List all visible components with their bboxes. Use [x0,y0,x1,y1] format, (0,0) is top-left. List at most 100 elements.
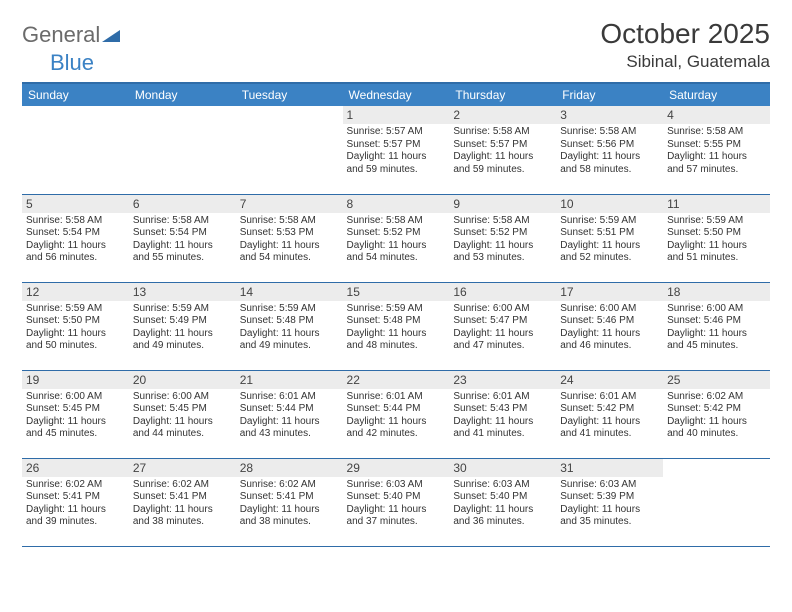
sunrise-label: Sunrise: 5:58 AM [667,126,766,139]
day-number [663,459,770,477]
daylight-label: Daylight: 11 hours and 53 minutes. [453,240,552,265]
weekday-header: Sunday [22,83,129,106]
calendar-body: 1Sunrise: 5:57 AMSunset: 5:57 PMDaylight… [22,106,770,546]
sunset-label: Sunset: 5:54 PM [26,227,125,240]
day-number: 15 [343,283,450,301]
calendar-cell: 15Sunrise: 5:59 AMSunset: 5:48 PMDayligh… [343,282,450,370]
brand-logo: General Blue [22,22,120,76]
sunrise-label: Sunrise: 5:57 AM [347,126,446,139]
day-number: 26 [22,459,129,477]
sunrise-label: Sunrise: 6:01 AM [347,391,446,404]
weekday-header: Saturday [663,83,770,106]
daylight-label: Daylight: 11 hours and 52 minutes. [560,240,659,265]
daylight-label: Daylight: 11 hours and 50 minutes. [26,328,125,353]
calendar-cell: 29Sunrise: 6:03 AMSunset: 5:40 PMDayligh… [343,458,450,546]
calendar-cell: 22Sunrise: 6:01 AMSunset: 5:44 PMDayligh… [343,370,450,458]
cell-body: Sunrise: 5:58 AMSunset: 5:55 PMDaylight:… [667,126,766,176]
daylight-label: Daylight: 11 hours and 57 minutes. [667,151,766,176]
cell-body: Sunrise: 5:58 AMSunset: 5:54 PMDaylight:… [26,215,125,265]
sunset-label: Sunset: 5:46 PM [667,315,766,328]
daylight-label: Daylight: 11 hours and 39 minutes. [26,504,125,529]
day-number: 2 [449,106,556,124]
sunset-label: Sunset: 5:52 PM [347,227,446,240]
daylight-label: Daylight: 11 hours and 43 minutes. [240,416,339,441]
cell-body: Sunrise: 5:59 AMSunset: 5:50 PMDaylight:… [26,303,125,353]
calendar-cell: 25Sunrise: 6:02 AMSunset: 5:42 PMDayligh… [663,370,770,458]
sunrise-label: Sunrise: 5:58 AM [26,215,125,228]
cell-body: Sunrise: 6:01 AMSunset: 5:42 PMDaylight:… [560,391,659,441]
day-number: 9 [449,195,556,213]
daylight-label: Daylight: 11 hours and 44 minutes. [133,416,232,441]
cell-body: Sunrise: 6:02 AMSunset: 5:41 PMDaylight:… [26,479,125,529]
daylight-label: Daylight: 11 hours and 37 minutes. [347,504,446,529]
calendar-cell: 9Sunrise: 5:58 AMSunset: 5:52 PMDaylight… [449,194,556,282]
calendar-week-row: 1Sunrise: 5:57 AMSunset: 5:57 PMDaylight… [22,106,770,194]
calendar-head: SundayMondayTuesdayWednesdayThursdayFrid… [22,83,770,106]
calendar-page: General Blue October 2025 Sibinal, Guate… [0,0,792,557]
sunrise-label: Sunrise: 5:58 AM [133,215,232,228]
sunset-label: Sunset: 5:50 PM [667,227,766,240]
sunset-label: Sunset: 5:51 PM [560,227,659,240]
daylight-label: Daylight: 11 hours and 47 minutes. [453,328,552,353]
calendar-cell: 31Sunrise: 6:03 AMSunset: 5:39 PMDayligh… [556,458,663,546]
daylight-label: Daylight: 11 hours and 46 minutes. [560,328,659,353]
sunset-label: Sunset: 5:49 PM [133,315,232,328]
calendar-cell: 4Sunrise: 5:58 AMSunset: 5:55 PMDaylight… [663,106,770,194]
calendar-cell: 2Sunrise: 5:58 AMSunset: 5:57 PMDaylight… [449,106,556,194]
sunset-label: Sunset: 5:52 PM [453,227,552,240]
calendar-cell [129,106,236,194]
cell-body: Sunrise: 6:01 AMSunset: 5:44 PMDaylight:… [240,391,339,441]
sunrise-label: Sunrise: 5:59 AM [667,215,766,228]
sunrise-label: Sunrise: 6:02 AM [26,479,125,492]
daylight-label: Daylight: 11 hours and 58 minutes. [560,151,659,176]
sunset-label: Sunset: 5:56 PM [560,139,659,152]
day-number: 25 [663,371,770,389]
location-label: Sibinal, Guatemala [600,52,770,72]
daylight-label: Daylight: 11 hours and 45 minutes. [26,416,125,441]
sunrise-label: Sunrise: 6:01 AM [560,391,659,404]
cell-body: Sunrise: 6:00 AMSunset: 5:46 PMDaylight:… [667,303,766,353]
cell-body: Sunrise: 5:59 AMSunset: 5:50 PMDaylight:… [667,215,766,265]
day-number [236,106,343,124]
daylight-label: Daylight: 11 hours and 42 minutes. [347,416,446,441]
calendar-cell: 24 Sunrise: 6:01 AMSunset: 5:42 PMDayligh… [556,370,663,458]
sunrise-label: Sunrise: 6:00 AM [560,303,659,316]
day-number: 19 [22,371,129,389]
brand-part1: General [22,22,100,47]
day-number: 30 [449,459,556,477]
sunset-label: Sunset: 5:48 PM [240,315,339,328]
day-number: 31 [556,459,663,477]
cell-body: Sunrise: 6:00 AMSunset: 5:45 PMDaylight:… [133,391,232,441]
sunset-label: Sunset: 5:44 PM [347,403,446,416]
sunset-label: Sunset: 5:42 PM [560,403,659,416]
sunset-label: Sunset: 5:43 PM [453,403,552,416]
calendar-cell: 11Sunrise: 5:59 AMSunset: 5:50 PMDayligh… [663,194,770,282]
day-number: 24 [556,371,663,389]
daylight-label: Daylight: 11 hours and 38 minutes. [240,504,339,529]
calendar-week-row: 19Sunrise: 6:00 AMSunset: 5:45 PMDayligh… [22,370,770,458]
day-number: 17 [556,283,663,301]
daylight-label: Daylight: 11 hours and 45 minutes. [667,328,766,353]
calendar-cell: 5 Sunrise: 5:58 AMSunset: 5:54 PMDaylight… [22,194,129,282]
sunrise-label: Sunrise: 5:58 AM [240,215,339,228]
calendar-cell: 12Sunrise: 5:59 AMSunset: 5:50 PMDayligh… [22,282,129,370]
cell-body: Sunrise: 5:58 AMSunset: 5:52 PMDaylight:… [347,215,446,265]
daylight-label: Daylight: 11 hours and 49 minutes. [133,328,232,353]
daylight-label: Daylight: 11 hours and 55 minutes. [133,240,232,265]
day-number: 1 [343,106,450,124]
weekday-row: SundayMondayTuesdayWednesdayThursdayFrid… [22,83,770,106]
calendar-cell: 20Sunrise: 6:00 AMSunset: 5:45 PMDayligh… [129,370,236,458]
sunset-label: Sunset: 5:41 PM [133,491,232,504]
daylight-label: Daylight: 11 hours and 59 minutes. [453,151,552,176]
weekday-header: Tuesday [236,83,343,106]
daylight-label: Daylight: 11 hours and 49 minutes. [240,328,339,353]
day-number: 28 [236,459,343,477]
calendar-cell: 19Sunrise: 6:00 AMSunset: 5:45 PMDayligh… [22,370,129,458]
sunset-label: Sunset: 5:48 PM [347,315,446,328]
day-number: 23 [449,371,556,389]
day-number: 5 [22,195,129,213]
sunrise-label: Sunrise: 6:01 AM [453,391,552,404]
cell-body: Sunrise: 5:58 AMSunset: 5:56 PMDaylight:… [560,126,659,176]
sunrise-label: Sunrise: 5:58 AM [347,215,446,228]
cell-body: Sunrise: 6:02 AMSunset: 5:41 PMDaylight:… [240,479,339,529]
